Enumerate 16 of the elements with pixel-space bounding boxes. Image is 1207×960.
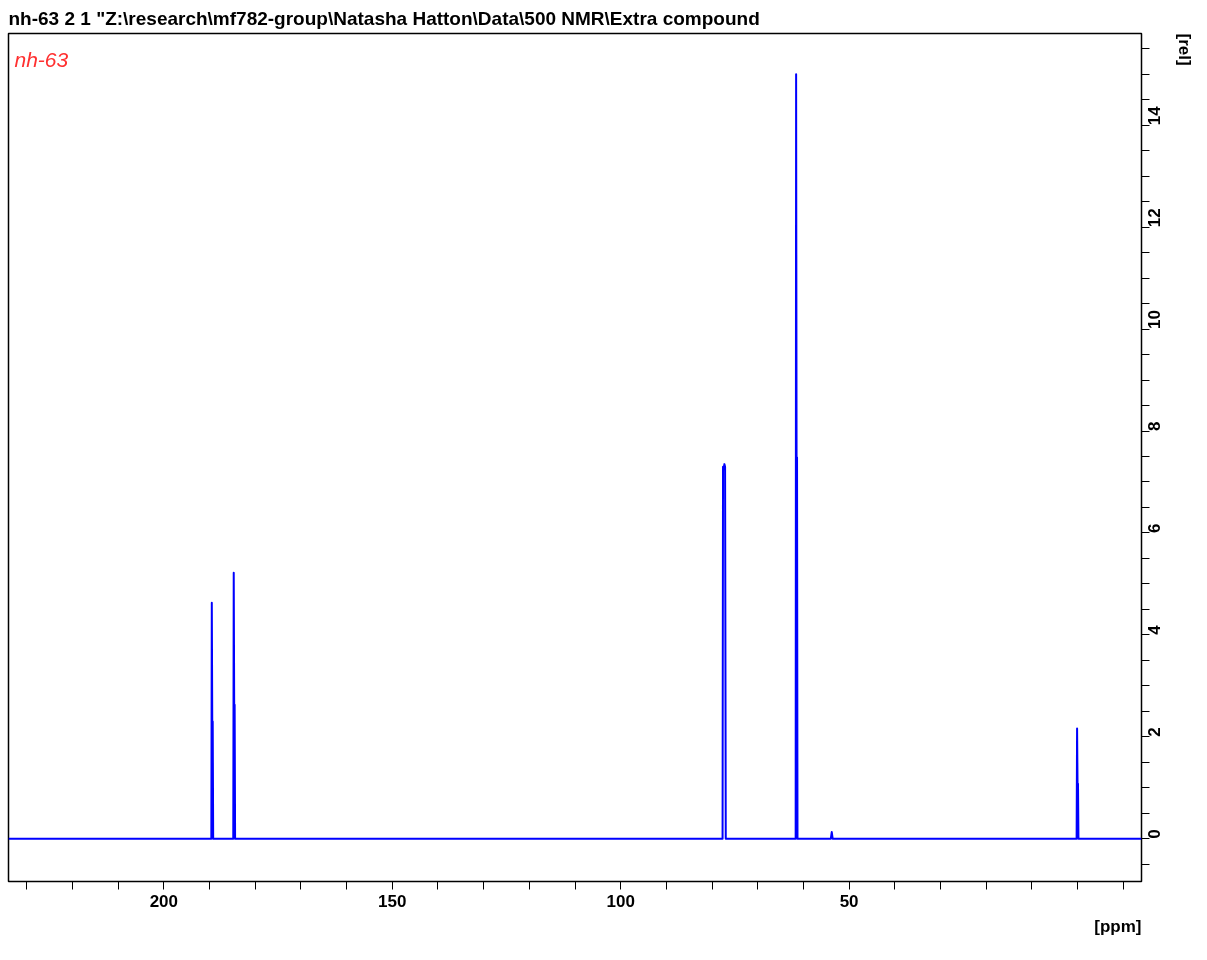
y2-tick-label: 6: [1145, 523, 1165, 533]
y2-tick-label: 12: [1145, 208, 1165, 228]
y2-tick-label: 2: [1145, 727, 1165, 737]
text: nh-63: [14, 48, 69, 71]
y2-tick-label: 14: [1145, 105, 1165, 126]
chart-title: nh-63 2 1 "Z:\research\mf782-group\Natasha Hatton\Data\500 NMR\Extra compound: [8, 7, 760, 29]
x-tick-label: 150: [378, 891, 407, 911]
x-axis-title: [ppm]: [1094, 916, 1142, 936]
x-tick-label: 100: [606, 891, 635, 911]
y2-tick-label: 10: [1145, 310, 1165, 330]
x-tick-label: 200: [149, 891, 179, 911]
y2-tick-label: 4: [1145, 624, 1165, 635]
y2-tick-label: 8: [1145, 421, 1165, 431]
y2-axis-title: [rel]: [1174, 33, 1194, 66]
x-tick-label: 50: [839, 891, 859, 911]
y2-tick-label: 0: [1145, 829, 1165, 839]
